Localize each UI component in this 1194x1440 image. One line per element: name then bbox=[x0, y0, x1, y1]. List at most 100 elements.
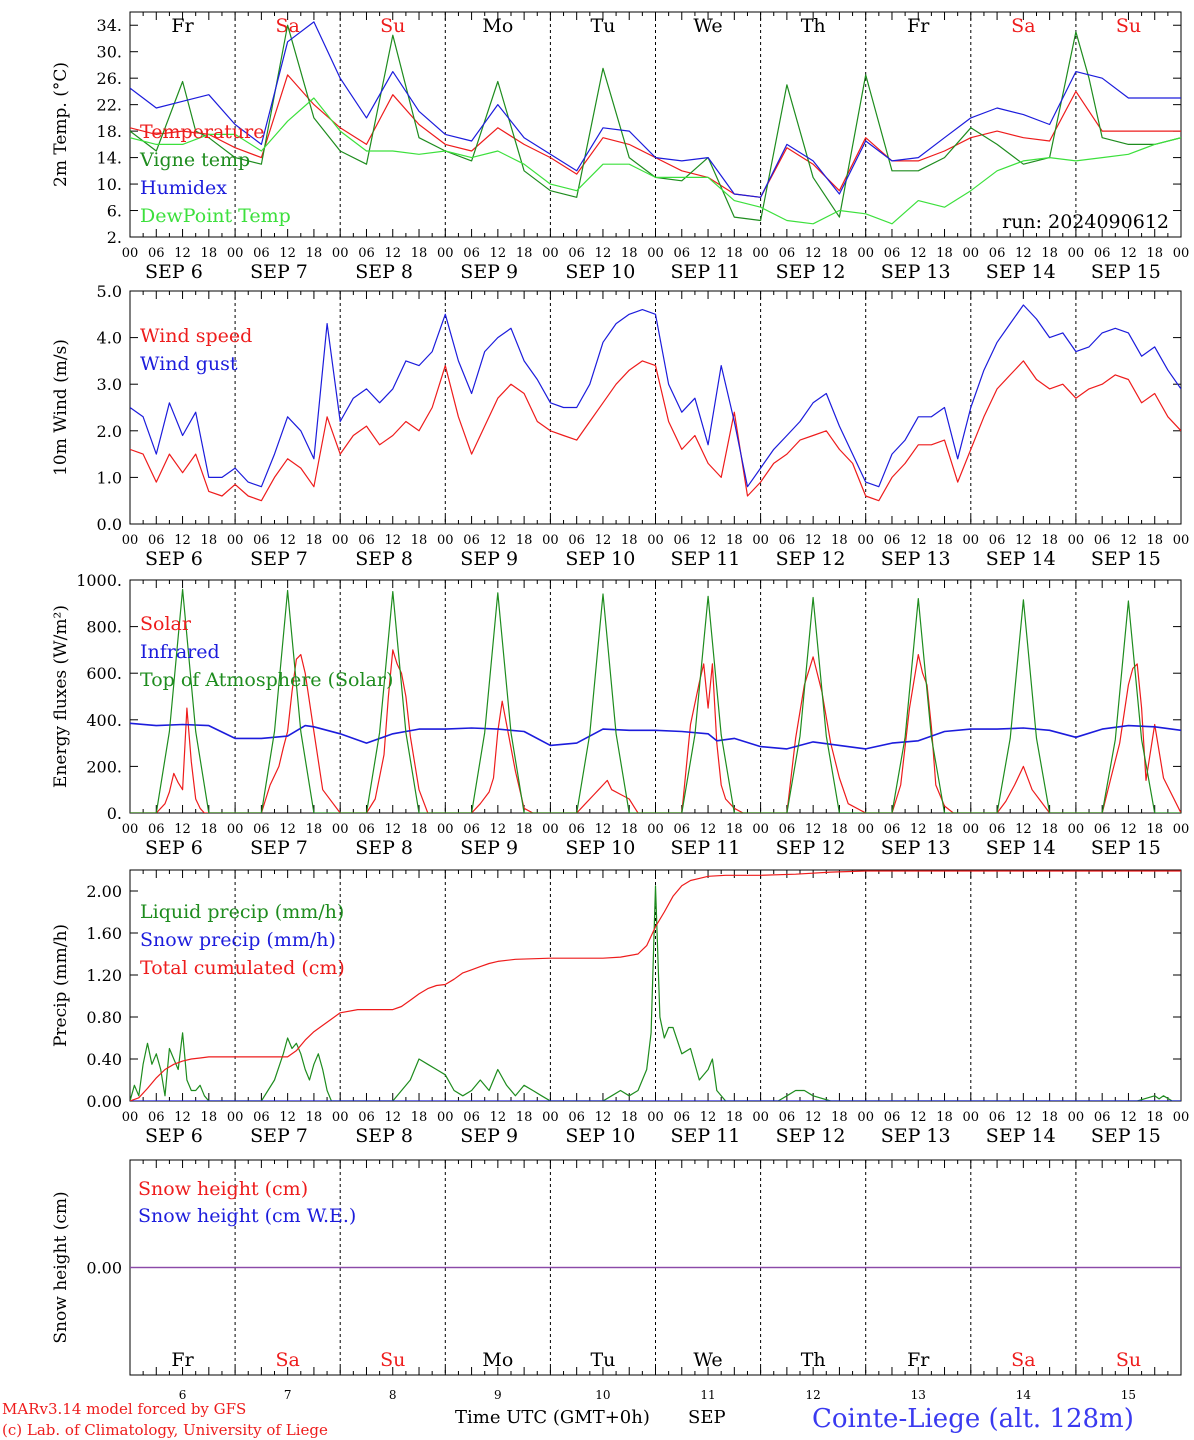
credit-line-2: (c) Lab. of Climatology, University of L… bbox=[2, 1421, 328, 1439]
hour-tick-label: 00 bbox=[227, 1110, 244, 1125]
hour-tick-label: 12 bbox=[174, 822, 191, 837]
date-label: SEP 13 bbox=[881, 1125, 951, 1147]
date-label: SEP 12 bbox=[776, 261, 846, 283]
y-axis-label: Precip (mm/h) bbox=[51, 924, 71, 1047]
weekday-label: Su bbox=[380, 1349, 405, 1371]
weekday-label: Th bbox=[801, 1349, 826, 1371]
hour-tick-label: 12 bbox=[279, 246, 296, 261]
hour-tick-label: 18 bbox=[201, 246, 218, 261]
hour-tick-label: 12 bbox=[1120, 1110, 1137, 1125]
y-tick-label: 2.00 bbox=[86, 882, 122, 901]
hour-tick-label: 00 bbox=[332, 246, 349, 261]
legend-entry: Snow height (cm W.E.) bbox=[138, 1205, 356, 1227]
hour-tick-label: 06 bbox=[358, 246, 375, 261]
date-label: SEP 13 bbox=[881, 548, 951, 570]
hour-tick-label: 18 bbox=[831, 822, 848, 837]
weekday-label: Fr bbox=[907, 1349, 930, 1371]
hour-tick-label: 06 bbox=[1094, 246, 1111, 261]
hour-tick-label: 06 bbox=[989, 1110, 1006, 1125]
hour-tick-label: 06 bbox=[884, 822, 901, 837]
date-label: SEP 11 bbox=[671, 837, 741, 859]
hour-tick-label: 06 bbox=[989, 822, 1006, 837]
date-label: SEP 6 bbox=[145, 261, 203, 283]
hour-tick-label: 18 bbox=[1146, 246, 1163, 261]
hour-tick-label: 00 bbox=[1173, 1110, 1190, 1125]
y-tick-label: 400. bbox=[86, 711, 122, 730]
day-number-label: 12 bbox=[806, 1388, 821, 1402]
hour-tick-label: 12 bbox=[279, 1110, 296, 1125]
panel-energy: 0. 200. 400. 600. 800. 1000. Energy fluxes (W/… bbox=[51, 571, 1189, 859]
hour-tick-label: 18 bbox=[411, 1110, 428, 1125]
y-tick-label: 2. bbox=[107, 228, 122, 247]
day-number-label: 15 bbox=[1121, 1388, 1136, 1402]
hour-tick-label: 06 bbox=[463, 1110, 480, 1125]
weekday-label: Sa bbox=[1011, 1349, 1035, 1371]
hour-tick-label: 12 bbox=[595, 246, 612, 261]
hour-tick-label: 06 bbox=[779, 1110, 796, 1125]
hour-tick-label: 00 bbox=[857, 822, 874, 837]
hour-tick-label: 06 bbox=[674, 1110, 691, 1125]
y-axis-label: 2m Temp. (°C) bbox=[51, 62, 71, 187]
y-tick-label: 1.20 bbox=[86, 966, 122, 985]
hour-tick-label: 00 bbox=[332, 1110, 349, 1125]
legend-entry: Snow height (cm) bbox=[138, 1178, 308, 1200]
date-label: SEP 7 bbox=[250, 1125, 308, 1147]
weekday-label: Su bbox=[1116, 15, 1141, 37]
hour-tick-label: 12 bbox=[490, 1110, 507, 1125]
hour-tick-label: 12 bbox=[910, 533, 927, 548]
hour-tick-label: 12 bbox=[1120, 822, 1137, 837]
series-group bbox=[130, 588, 1181, 813]
meteogram-panels: 2. 6. 10. 14. 18. 22. 26. 30. 34. 2m Temp. (°C) 00… bbox=[51, 11, 1190, 1402]
hour-tick-label: 12 bbox=[700, 1110, 717, 1125]
date-label: SEP 15 bbox=[1091, 837, 1161, 859]
series-line-humidex bbox=[130, 21, 1181, 198]
y-tick-label: 200. bbox=[86, 757, 122, 776]
date-label: SEP 7 bbox=[250, 837, 308, 859]
hour-tick-label: 06 bbox=[253, 1110, 270, 1125]
day-number-label: 8 bbox=[389, 1388, 397, 1402]
day-number-label: 14 bbox=[1016, 1388, 1032, 1402]
day-number-label: 11 bbox=[700, 1388, 715, 1402]
hour-tick-label: 18 bbox=[201, 1110, 218, 1125]
y-tick-label: 600. bbox=[86, 664, 122, 683]
series-line-dewpoint-temp bbox=[130, 97, 1181, 225]
date-label: SEP 14 bbox=[986, 1125, 1056, 1147]
hour-tick-label: 06 bbox=[463, 533, 480, 548]
date-label: SEP 15 bbox=[1091, 261, 1161, 283]
y-tick-label: 0.00 bbox=[86, 1259, 122, 1278]
hour-tick-label: 06 bbox=[148, 822, 165, 837]
hour-tick-label: 06 bbox=[148, 533, 165, 548]
hour-tick-label: 00 bbox=[647, 533, 664, 548]
hour-tick-label: 00 bbox=[227, 822, 244, 837]
weekday-label: Fr bbox=[907, 15, 930, 37]
date-label: SEP 14 bbox=[986, 261, 1056, 283]
date-label: SEP 8 bbox=[355, 837, 413, 859]
date-label: SEP 12 bbox=[776, 837, 846, 859]
hour-tick-label: 00 bbox=[752, 822, 769, 837]
weekday-label: Sa bbox=[275, 1349, 299, 1371]
hour-tick-label: 12 bbox=[279, 533, 296, 548]
y-tick-label: 0.40 bbox=[86, 1050, 122, 1069]
weekday-label: Fr bbox=[171, 15, 194, 37]
hour-tick-label: 06 bbox=[568, 1110, 585, 1125]
y-tick-label: 1.60 bbox=[86, 924, 122, 943]
weekday-label: We bbox=[693, 1349, 722, 1371]
y-tick-label: 30. bbox=[97, 43, 122, 62]
date-label: SEP 6 bbox=[145, 837, 203, 859]
legend-entry: Liquid precip (mm/h) bbox=[140, 901, 344, 923]
panel-precip: 0.00 0.40 0.80 1.20 1.60 2.00 Precip (mm/h) 00 0… bbox=[51, 869, 1190, 1147]
hour-tick-label: 00 bbox=[227, 246, 244, 261]
date-label: SEP 14 bbox=[986, 837, 1056, 859]
hour-tick-label: 06 bbox=[148, 1110, 165, 1125]
hour-tick-label: 00 bbox=[1068, 246, 1085, 261]
hour-tick-label: 12 bbox=[1015, 1110, 1032, 1125]
date-label: SEP 8 bbox=[355, 548, 413, 570]
y-tick-label: 14. bbox=[97, 149, 122, 168]
hour-tick-label: 00 bbox=[963, 533, 980, 548]
hour-tick-label: 12 bbox=[174, 246, 191, 261]
hour-tick-label: 18 bbox=[726, 822, 743, 837]
hour-tick-label: 00 bbox=[752, 533, 769, 548]
hour-tick-label: 12 bbox=[490, 246, 507, 261]
date-label: SEP 11 bbox=[671, 548, 741, 570]
y-tick-label: 0.80 bbox=[86, 1008, 122, 1027]
